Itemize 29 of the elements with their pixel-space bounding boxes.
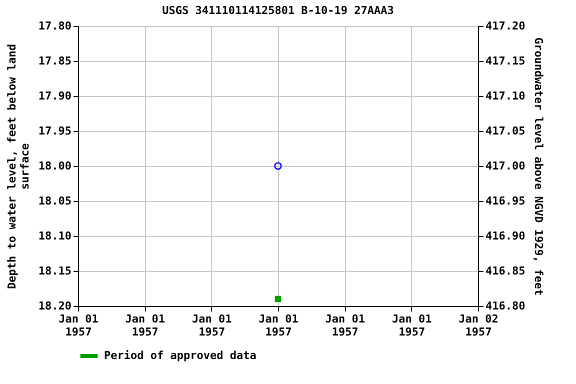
y2-tick-label: 417.00	[486, 160, 526, 172]
chart-title: USGS 341110114125801 B-10-19 27AAA3	[162, 4, 394, 17]
y2-tick-label: 416.85	[486, 264, 526, 278]
y2-axis-title: Groundwater level above NGVD 1929, feet	[532, 37, 546, 296]
x-tick-label: Jan 01 1957	[192, 312, 232, 338]
y2-tick-label: 417.10	[486, 90, 526, 102]
x-tick-label: Jan 01 1957	[392, 312, 432, 338]
y-tick-label: 17.80	[38, 20, 72, 32]
y-axis-title: Depth to water level, feet below land surface	[5, 44, 32, 290]
x-tick-label: Jan 01 1957	[125, 312, 166, 338]
y-tick-label: 17.85	[38, 54, 72, 68]
y-tick-label: 18.00	[38, 160, 72, 172]
x-tick-label: Jan 01 1957	[325, 312, 366, 338]
y2-tick-label: 416.80	[486, 300, 526, 312]
y-tick-label: 17.90	[38, 90, 72, 102]
y2-tick-label: 417.20	[486, 20, 526, 32]
legend-label: Period of approved data	[104, 349, 256, 362]
y2-tick-label: 417.05	[486, 124, 526, 138]
y2-tick-label: 416.95	[486, 194, 526, 208]
y-tick-label: 18.15	[38, 264, 72, 278]
y-tick-label: 17.95	[38, 124, 72, 138]
y2-tick-label: 416.90	[486, 230, 526, 242]
x-tick-label: Jan 01 1957	[58, 312, 99, 338]
y-tick-label: 18.10	[38, 230, 72, 242]
y2-tick-label: 417.15	[486, 54, 526, 68]
x-tick-label: Jan 01 1957	[258, 312, 299, 338]
y-tick-label: 18.20	[38, 300, 72, 312]
x-tick-label: Jan 02 1957	[458, 312, 498, 338]
y-tick-label: 18.05	[38, 194, 72, 208]
